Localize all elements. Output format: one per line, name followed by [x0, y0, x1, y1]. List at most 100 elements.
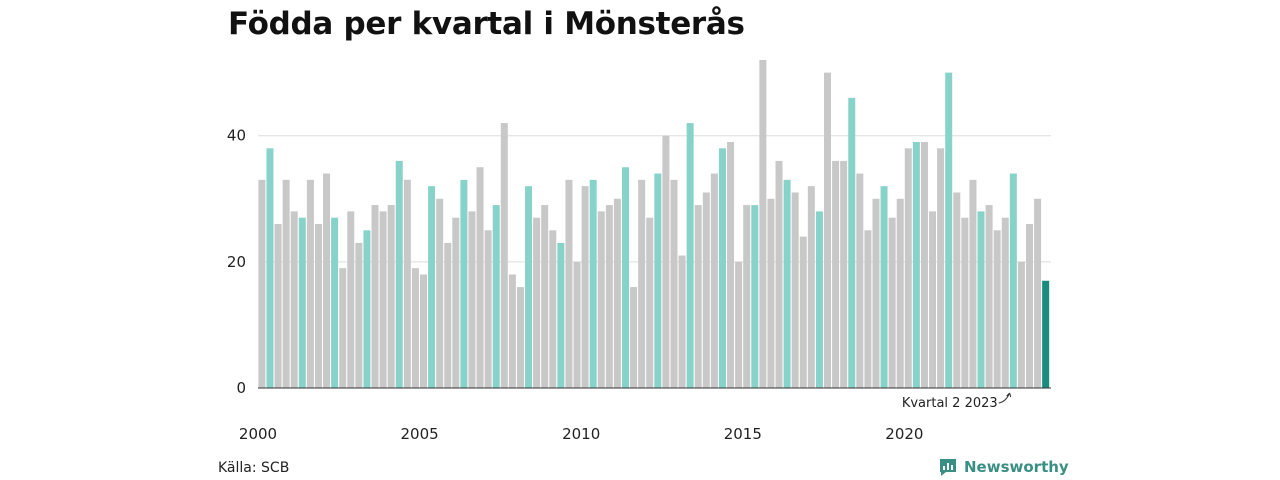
- bar: [266, 148, 274, 388]
- bar: [985, 205, 993, 388]
- bar: [824, 72, 831, 389]
- bar: [613, 198, 621, 388]
- bar: [420, 274, 427, 388]
- bar: [686, 123, 694, 388]
- bar: [654, 173, 662, 388]
- bar: [848, 97, 856, 388]
- bar: [961, 217, 969, 388]
- bars: [258, 60, 1050, 389]
- bar: [759, 60, 767, 388]
- bar: [977, 211, 985, 388]
- bar-chart-logo-icon: [940, 459, 956, 476]
- bar: [573, 261, 581, 388]
- bar: [832, 160, 840, 388]
- annotation: Kvartal 2 2023: [902, 392, 1012, 411]
- x-tick-label: 2005: [401, 425, 439, 443]
- bar: [500, 123, 508, 388]
- bar: [646, 217, 654, 388]
- bar: [549, 230, 557, 388]
- bar: [622, 167, 629, 388]
- bar: [856, 173, 864, 388]
- chart-title: Födda per kvartal i Mönsterås: [228, 6, 745, 42]
- y-tick-label: 0: [236, 379, 246, 397]
- newsworthy-logo: Newsworthy: [938, 457, 1069, 477]
- y-tick-label: 40: [227, 127, 246, 145]
- bar: [290, 211, 298, 388]
- bar: [1026, 224, 1033, 388]
- bar: [945, 72, 953, 389]
- bar: [775, 160, 783, 388]
- bar: [371, 205, 379, 388]
- bar: [751, 205, 759, 388]
- bar: [395, 160, 403, 388]
- bar: [920, 142, 928, 388]
- bar: [589, 179, 597, 388]
- bar: [807, 186, 815, 388]
- bar: [735, 261, 743, 388]
- bar: [1001, 217, 1009, 388]
- bar: [306, 179, 314, 388]
- bar: [993, 230, 1001, 388]
- bar: [937, 148, 945, 388]
- bar: [929, 211, 937, 388]
- bar: [718, 148, 726, 388]
- bar: [743, 205, 751, 388]
- bar: [678, 255, 686, 388]
- bar: [258, 179, 266, 388]
- bar: [1042, 280, 1050, 388]
- bar: [662, 135, 670, 388]
- bar: [767, 198, 775, 388]
- bar: [1017, 261, 1025, 388]
- bar: [452, 217, 460, 388]
- bar: [516, 287, 524, 388]
- x-tick-label: 2000: [239, 425, 277, 443]
- bar: [953, 192, 961, 388]
- bar: [888, 217, 896, 388]
- bar: [581, 186, 589, 388]
- bar: [387, 205, 395, 388]
- bar: [896, 198, 904, 388]
- bar: [468, 211, 476, 388]
- bar: [864, 230, 872, 388]
- bar: [969, 179, 977, 388]
- bar: [436, 198, 444, 388]
- bar: [347, 211, 355, 388]
- bar: [597, 211, 605, 388]
- x-tick-label: 2015: [724, 425, 762, 443]
- bar: [492, 205, 500, 388]
- bar: [1034, 198, 1042, 388]
- annotation-label: Kvartal 2 2023: [902, 396, 998, 411]
- bar: [638, 179, 646, 388]
- bar: [355, 242, 363, 388]
- bar: [282, 179, 290, 388]
- bar: [484, 230, 492, 388]
- bar: [508, 274, 516, 388]
- bar: [880, 186, 888, 388]
- bar: [904, 148, 912, 388]
- bar: [605, 205, 613, 388]
- bar: [702, 192, 710, 388]
- source-label: Källa: SCB: [218, 460, 290, 476]
- bar: [541, 205, 549, 388]
- bar: [379, 211, 387, 388]
- bar: [525, 186, 533, 388]
- annotation-arrow: [998, 392, 1012, 404]
- bar: [331, 217, 339, 388]
- bar: [912, 142, 920, 388]
- bar: [298, 217, 306, 388]
- bar: [339, 268, 347, 388]
- bar: [630, 287, 638, 388]
- axes: 0 20 40 2000 2005 2010 2015 2020: [227, 127, 1051, 443]
- bar: [815, 211, 823, 388]
- bar: [872, 198, 880, 388]
- bar: [314, 224, 322, 388]
- bar: [476, 167, 484, 388]
- bar: [533, 217, 541, 388]
- bar: [799, 236, 807, 388]
- x-tick-label: 2010: [562, 425, 600, 443]
- bar: [444, 242, 452, 388]
- bar: [411, 268, 419, 388]
- bar: [557, 242, 565, 388]
- bar: [460, 179, 468, 388]
